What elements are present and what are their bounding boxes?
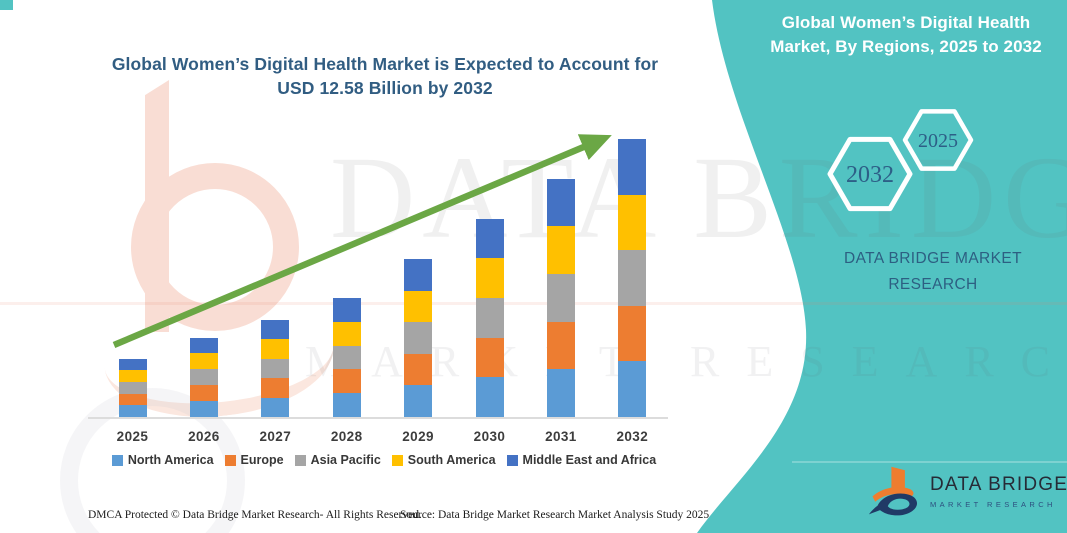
hexagon-2025-label: 2025 <box>918 130 958 152</box>
bar-segment-2029-north-america <box>404 385 433 417</box>
legend-item-middle-east-and-africa: Middle East and Africa <box>506 453 657 467</box>
x-axis-label-2028: 2028 <box>330 429 363 444</box>
bar-segment-2026-south-america <box>189 353 218 370</box>
side-panel-title-line1: Global Women’s Digital Health <box>781 13 1031 32</box>
legend-swatch <box>391 454 403 466</box>
bar-2025 <box>118 358 147 417</box>
bar-segment-2027-north-america <box>261 397 290 417</box>
legend-label: Middle East and Africa <box>522 453 657 467</box>
legend-swatch <box>224 454 236 466</box>
side-panel-title-line2: Market, By Regions, 2025 to 2032 <box>770 36 1042 56</box>
legend-label: South America <box>407 453 496 467</box>
legend-swatch <box>111 454 123 466</box>
side-panel-title: Global Women’s Digital Health Market, By… <box>760 11 1052 59</box>
hexagon-badges: 2025 2032 <box>827 109 974 212</box>
brand-wordmark-line1: DATA BRIDGE MARKET <box>843 250 1022 267</box>
bar-segment-2030-north-america <box>475 377 504 417</box>
x-axis-label-2029: 2029 <box>402 429 434 444</box>
company-logo-name: DATA BRIDGE <box>930 473 1067 495</box>
legend-item-north-america: North America <box>111 453 214 467</box>
bar-segment-2028-asia-pacific <box>332 345 361 370</box>
brand-wordmark-line2: RESEARCH <box>888 276 978 294</box>
bar-segment-2026-north-america <box>189 401 218 417</box>
bar-segment-2025-middle-east-and-africa <box>118 358 147 371</box>
x-axis-label-2032: 2032 <box>616 429 649 444</box>
x-axis-label-2027: 2027 <box>259 429 292 444</box>
hexagon-2032 <box>827 136 913 212</box>
bar-segment-2026-europe <box>189 385 218 402</box>
legend-item-europe: Europe <box>224 453 284 467</box>
bar-segment-2031-north-america <box>546 369 575 417</box>
bar-segment-2032-north-america <box>618 361 647 417</box>
bar-segment-2029-europe <box>404 353 433 386</box>
bar-segment-2026-asia-pacific <box>189 369 218 386</box>
x-axis-label-2026: 2026 <box>188 429 220 444</box>
x-axis-label-2025: 2025 <box>116 429 149 444</box>
company-logo-text: DATA BRIDGE MARKET RESEARCH <box>930 474 1067 509</box>
legend-item-asia-pacific: Asia Pacific <box>294 453 381 467</box>
bar-segment-2027-asia-pacific <box>261 358 290 379</box>
brand-wordmark: DATA BRIDGE MARKET RESEARCH <box>805 246 1061 299</box>
bar-segment-2027-europe <box>261 378 290 398</box>
bar-segment-2032-middle-east-and-africa <box>618 139 647 195</box>
legend-swatch <box>294 454 306 466</box>
legend-item-south-america: South America <box>391 453 496 467</box>
chart-title: Global Women’s Digital Health Market is … <box>95 53 675 100</box>
bar-segment-2032-asia-pacific <box>618 250 647 306</box>
legend-label: North America <box>127 453 214 467</box>
bar-segment-2032-europe <box>618 305 647 362</box>
bar-segment-2025-north-america <box>118 405 147 417</box>
x-axis-label-2031: 2031 <box>545 429 577 444</box>
x-axis-line <box>88 417 668 419</box>
legend-label: Europe <box>240 453 284 467</box>
footer-source: Source: Data Bridge Market Research Mark… <box>400 509 710 521</box>
chart-legend: North America Europe Asia Pacific South Ame… <box>64 453 704 467</box>
x-axis-label-2030: 2030 <box>473 429 506 444</box>
bar-2032 <box>618 139 647 417</box>
legend-label: Asia Pacific <box>310 453 381 467</box>
bar-segment-2025-south-america <box>118 370 147 382</box>
company-logo-subtitle: MARKET RESEARCH <box>930 499 1056 509</box>
bar-segment-2028-europe <box>332 369 361 394</box>
footer-copyright: DMCA Protected © Data Bridge Market Rese… <box>88 509 422 521</box>
bar-segment-2025-asia-pacific <box>118 381 147 394</box>
corner-accent-square <box>0 0 13 10</box>
company-logo: DATA BRIDGE MARKET RESEARCH <box>868 462 1067 520</box>
bar-segment-2032-south-america <box>618 194 647 251</box>
bar-segment-2028-north-america <box>332 393 361 417</box>
hexagon-2032-label: 2032 <box>846 162 894 188</box>
company-logo-icon <box>868 466 918 516</box>
chart-title-line1: Global Women’s Digital Health Market is … <box>111 54 659 74</box>
hexagon-2025 <box>902 109 974 171</box>
legend-swatch <box>506 454 518 466</box>
bar-segment-2025-europe <box>118 393 147 406</box>
bar-2027 <box>261 319 290 417</box>
chart-title-line2: USD 12.58 Billion by 2032 <box>277 77 493 98</box>
side-panel-divider <box>792 461 1067 463</box>
